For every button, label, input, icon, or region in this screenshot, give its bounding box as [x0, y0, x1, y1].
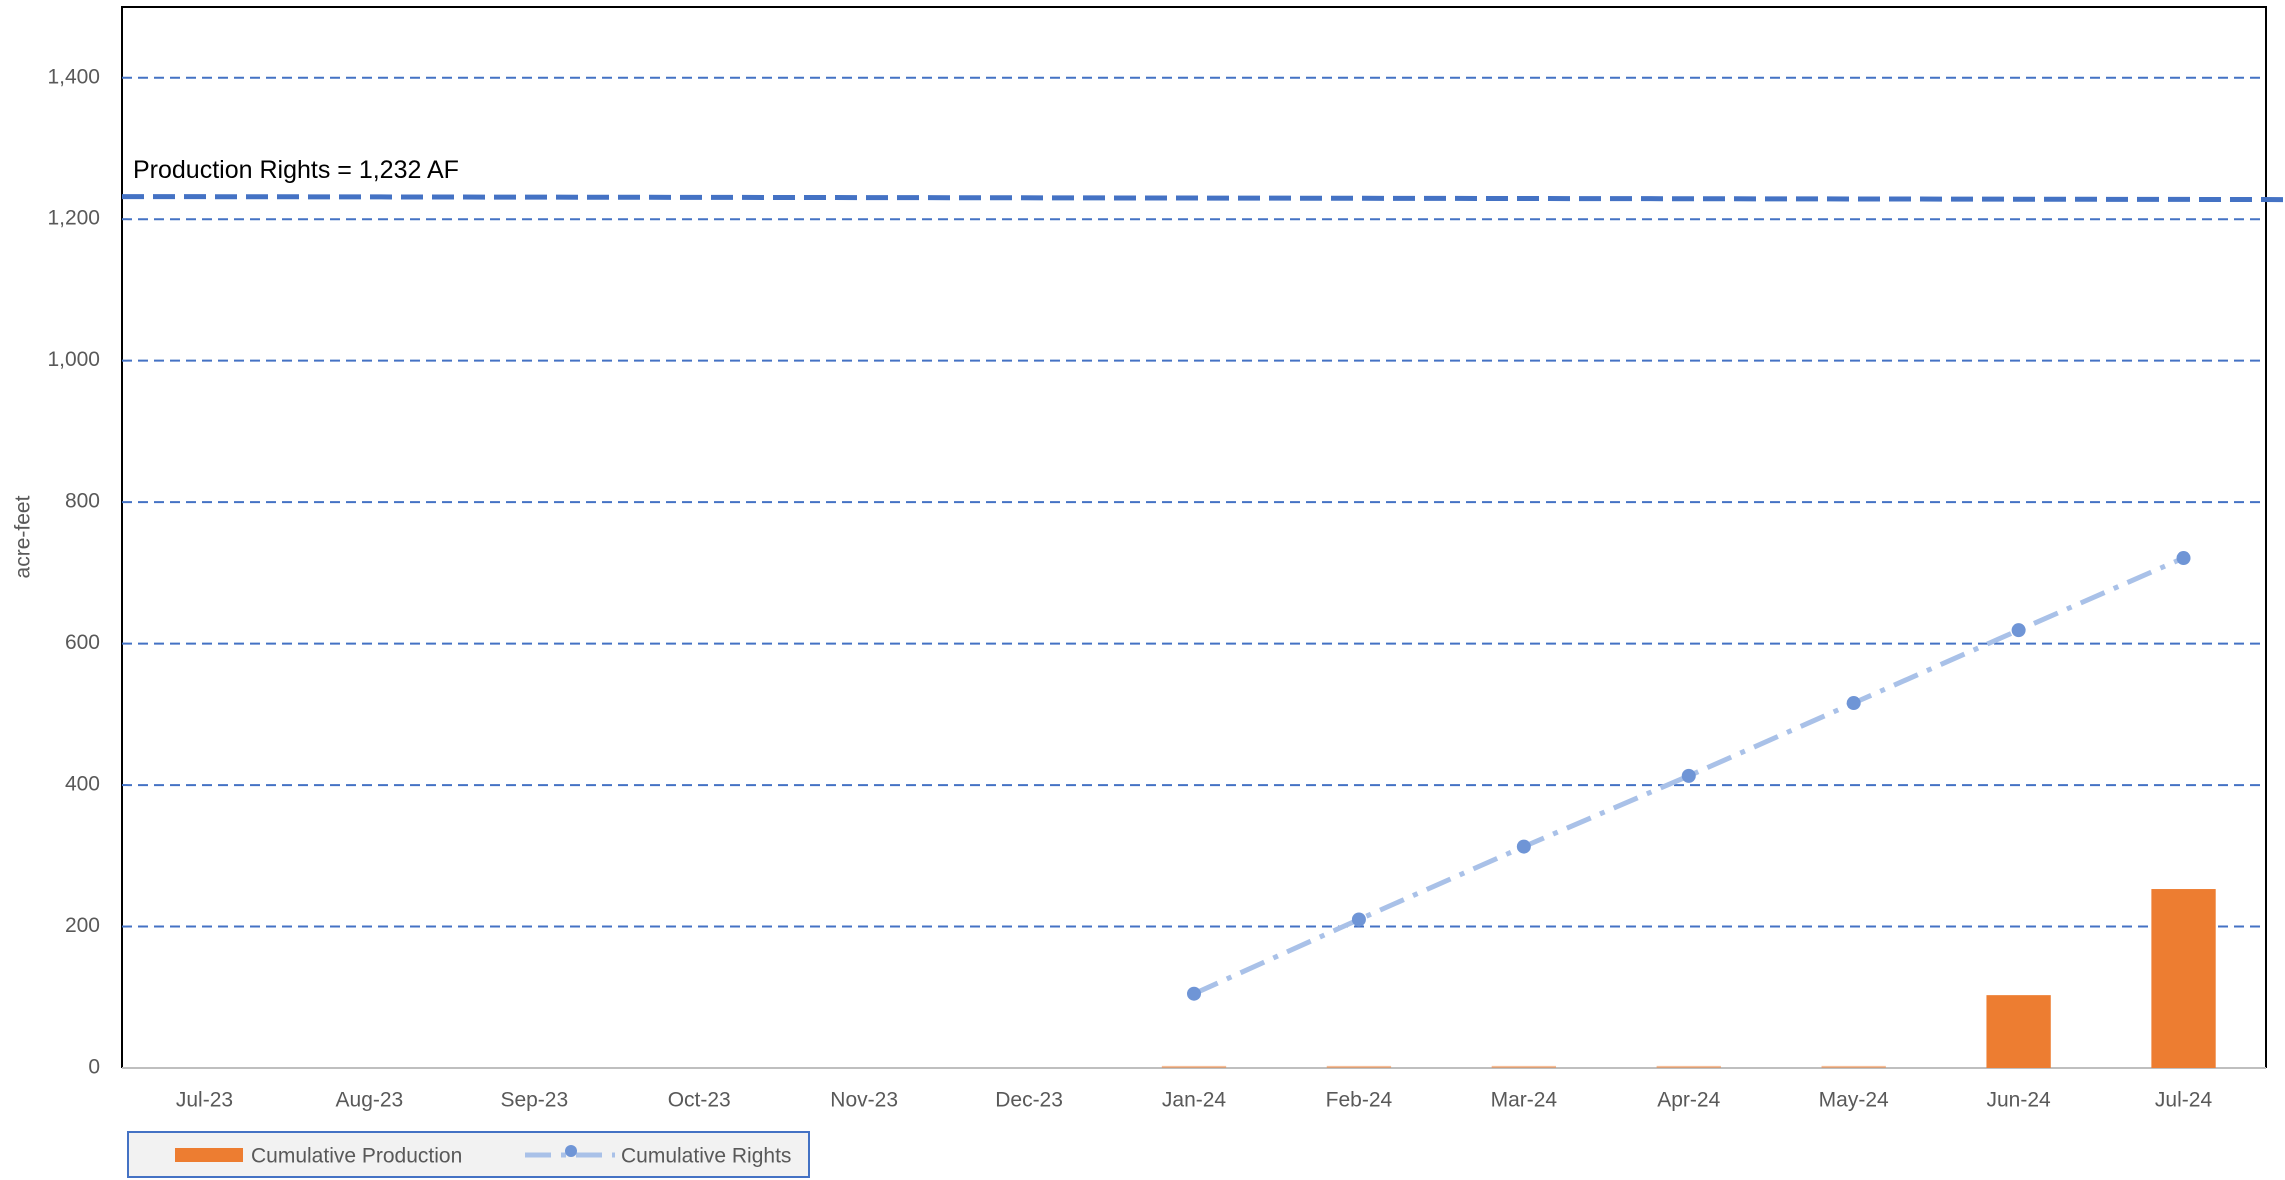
- line-marker: [1681, 768, 1696, 783]
- y-tick-label: 800: [65, 490, 100, 513]
- x-tick-label: Feb-24: [1326, 1089, 1393, 1112]
- line-marker: [2176, 551, 2191, 566]
- bar: [1656, 1065, 1721, 1068]
- plot-frame: [121, 6, 2267, 1068]
- x-tick-label: Apr-24: [1657, 1089, 1720, 1112]
- x-tick-label: Dec-23: [995, 1089, 1063, 1112]
- x-tick-label: Aug-23: [336, 1089, 404, 1112]
- y-tick-label: 400: [65, 773, 100, 796]
- legend-marker: [565, 1145, 577, 1157]
- line-marker: [1846, 696, 1861, 711]
- bar: [1986, 995, 2051, 1068]
- x-tick-label: Nov-23: [830, 1089, 898, 1112]
- bar: [1326, 1065, 1392, 1068]
- x-tick-label: Jun-24: [1987, 1089, 2052, 1112]
- x-tick-label: Jul-24: [2155, 1089, 2213, 1112]
- reference-label: Production Rights = 1,232 AF: [133, 156, 459, 184]
- x-tick-label: May-24: [1819, 1089, 1889, 1112]
- y-tick-label: 600: [65, 631, 100, 654]
- y-tick-label: 1,000: [47, 348, 100, 371]
- line-marker: [1351, 912, 1366, 927]
- x-tick-label: Jul-23: [176, 1089, 233, 1112]
- line-marker: [1187, 986, 1201, 1001]
- legend-swatch: [175, 1148, 243, 1162]
- y-tick-label: 0: [88, 1056, 100, 1079]
- legend-label: Cumulative Production: [251, 1145, 462, 1168]
- y-tick-label: 1,400: [47, 65, 100, 88]
- x-tick-label: Mar-24: [1491, 1089, 1558, 1112]
- y-tick-label: 200: [65, 914, 100, 937]
- legend-label: Cumulative Rights: [621, 1145, 791, 1168]
- x-tick-label: Sep-23: [500, 1089, 568, 1112]
- reference-line: [121, 194, 2285, 203]
- bar: [1491, 1065, 1557, 1068]
- x-tick-label: Oct-23: [668, 1089, 731, 1112]
- bar: [2151, 889, 2216, 1068]
- bar: [1821, 1065, 1886, 1068]
- y-axis-label: acre-feet: [12, 495, 35, 578]
- line-marker: [1516, 839, 1531, 854]
- line-marker: [2011, 623, 2026, 638]
- y-tick-label: 1,200: [47, 207, 100, 230]
- x-tick-label: Jan-24: [1162, 1089, 1227, 1112]
- bar: [1161, 1065, 1227, 1068]
